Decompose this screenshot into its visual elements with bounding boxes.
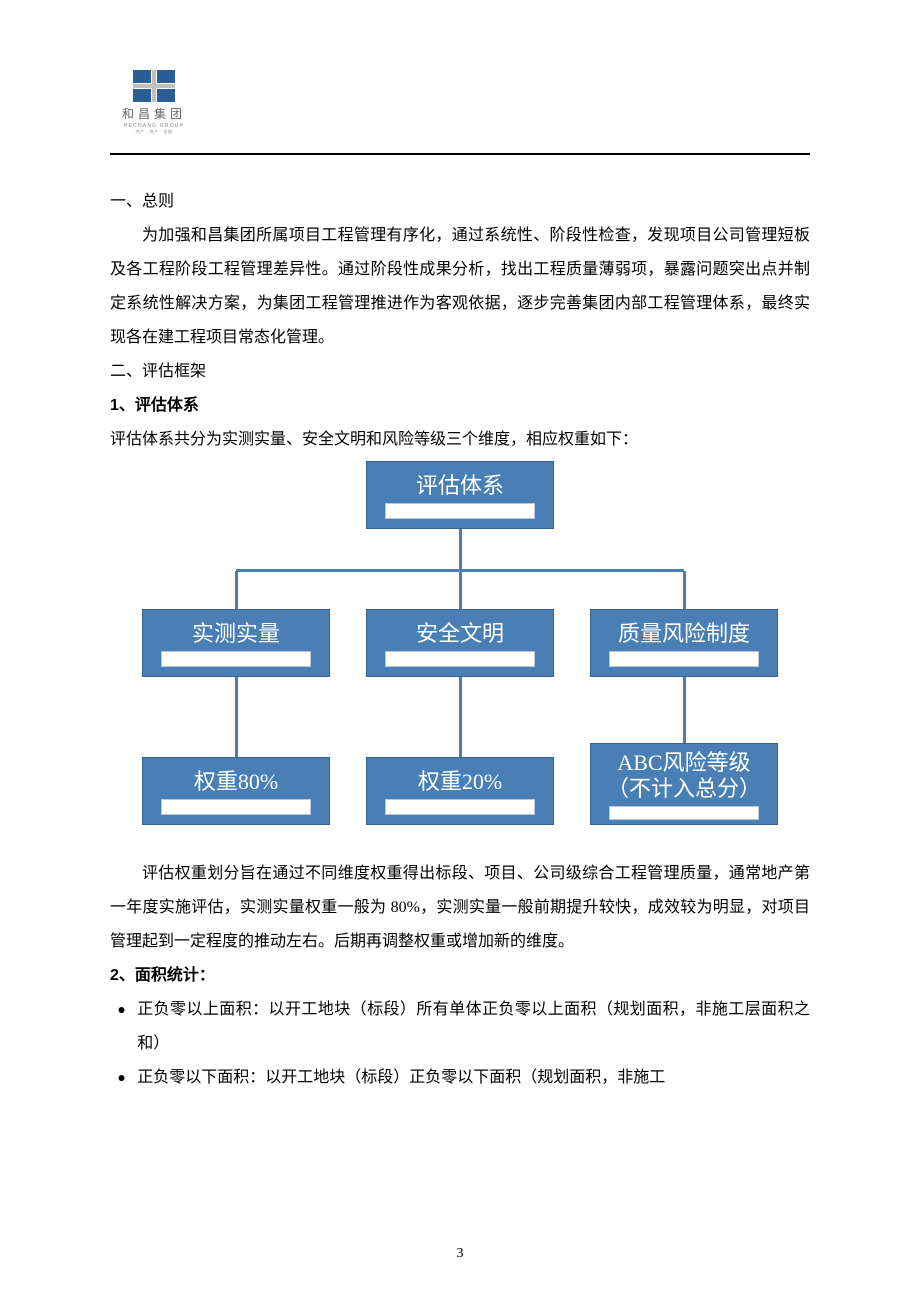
diagram-node: 实测实量 <box>142 609 330 677</box>
section-1-paragraph: 为加强和昌集团所属项目工程管理有序化，通过系统性、阶段性检查，发现项目公司管理短… <box>110 219 810 355</box>
diagram-connector <box>235 677 238 757</box>
diagram-connector <box>459 571 462 609</box>
diagram-node-slot <box>385 503 535 519</box>
diagram-node-slot <box>161 651 311 667</box>
diagram-connector <box>459 677 462 757</box>
logo-sub-text: 地产 · 商产 · 金融 <box>135 129 172 135</box>
diagram-connector <box>235 571 238 609</box>
diagram-node-slot <box>385 651 535 667</box>
diagram-connector <box>683 571 686 609</box>
diagram-node: 权重80% <box>142 757 330 825</box>
diagram-node: 安全文明 <box>366 609 554 677</box>
page-number: 3 <box>0 1246 920 1262</box>
logo: 和昌集团 HECHANG GROUP 地产 · 商产 · 金融 <box>110 70 198 135</box>
logo-icon <box>133 70 175 102</box>
diagram-node: ABC风险等级（不计入总分） <box>590 743 778 825</box>
header-rule <box>110 153 810 155</box>
list-item: 正负零以下面积：以开工地块（标段）正负零以下面积（规划面积，非施工 <box>136 1061 810 1095</box>
diagram-node-label: 评估体系 <box>416 473 504 499</box>
diagram-node-label: 权重80% <box>194 769 278 795</box>
diagram-node: 质量风险制度 <box>590 609 778 677</box>
diagram-connector <box>683 677 686 743</box>
section-1-heading: 一、总则 <box>110 185 810 219</box>
list-item: 正负零以上面积：以开工地块（标段）所有单体正负零以上面积（规划面积，非施工层面积… <box>136 993 810 1061</box>
section-2-1-heading: 1、评估体系 <box>110 389 810 423</box>
logo-cn-text: 和昌集团 <box>122 105 186 122</box>
area-stats-list: 正负零以上面积：以开工地块（标段）所有单体正负零以上面积（规划面积，非施工层面积… <box>110 993 810 1095</box>
section-2-2-heading: 2、面积统计： <box>110 959 810 993</box>
evaluation-system-diagram: 评估体系实测实量 安全文明 质量风险制度权重80% 权重20% ABC风险等级（不计入总… <box>130 461 790 851</box>
section-2-1-paragraph: 评估权重划分旨在通过不同维度权重得出标段、项目、公司级综合工程管理质量，通常地产… <box>110 857 810 959</box>
diagram-node: 评估体系 <box>366 461 554 529</box>
section-2-heading: 二、评估框架 <box>110 355 810 389</box>
diagram-node-slot <box>385 799 535 815</box>
diagram-node-slot <box>609 651 759 667</box>
diagram-node-label: 权重20% <box>418 769 502 795</box>
section-2-1-intro: 评估体系共分为实测实量、安全文明和风险等级三个维度，相应权重如下： <box>110 423 810 457</box>
diagram-node-label: 安全文明 <box>416 621 504 647</box>
diagram-node-label: 质量风险制度 <box>618 621 750 647</box>
diagram-node-label: 实测实量 <box>192 621 280 647</box>
diagram-node-slot <box>609 806 759 820</box>
diagram-node-label: ABC风险等级（不计入总分） <box>607 750 761 802</box>
diagram-node: 权重20% <box>366 757 554 825</box>
diagram-connector <box>459 529 462 571</box>
diagram-node-slot <box>161 799 311 815</box>
